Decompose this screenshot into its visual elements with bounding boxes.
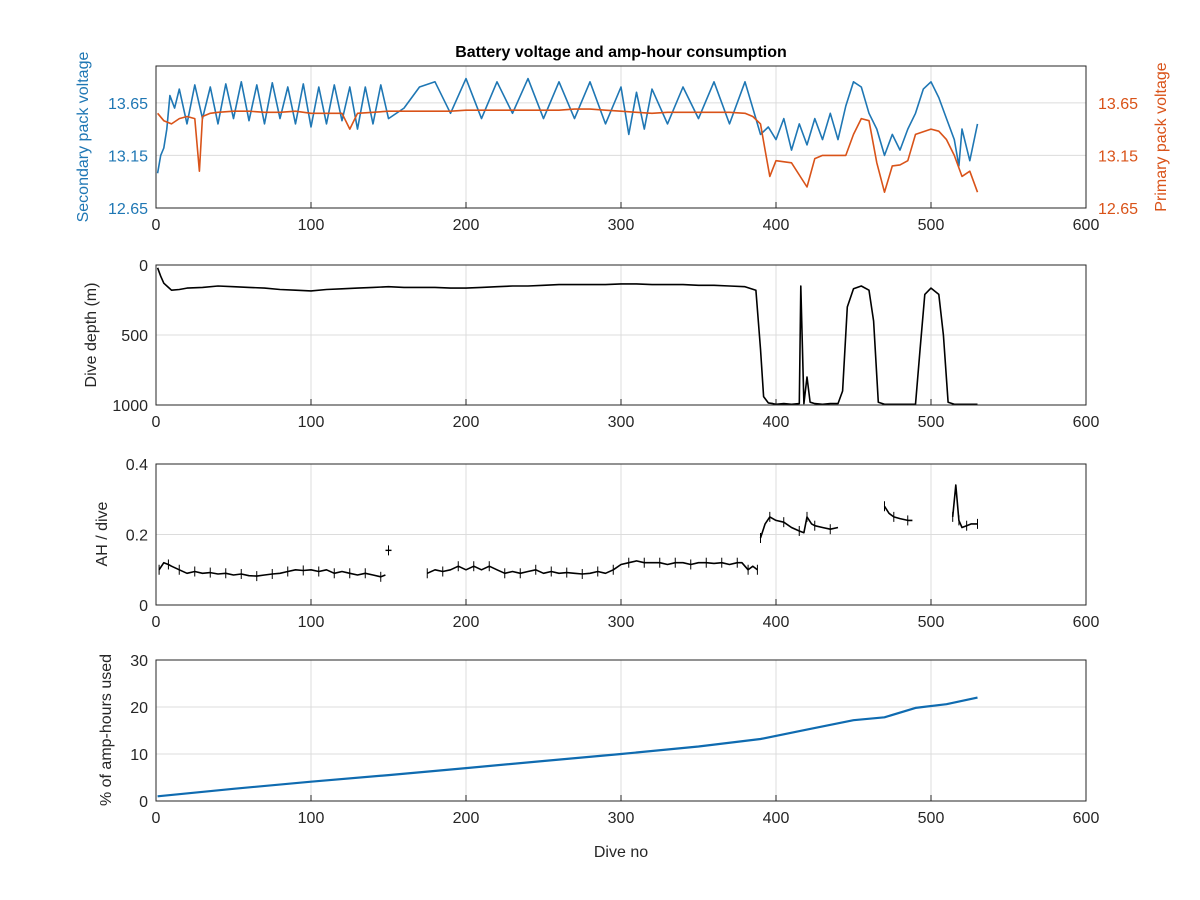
x-axis-label: Dive no — [594, 844, 648, 861]
x-tick-label: 0 — [152, 810, 161, 827]
ah-axis-label: AH / dive — [94, 501, 111, 566]
x-tick-label: 100 — [298, 810, 325, 827]
depth-axes-frame — [155, 264, 1087, 406]
y-tick-label: 0.2 — [126, 528, 148, 545]
y-tick-label: 0.4 — [126, 457, 148, 474]
dive-depth-line — [156, 267, 978, 406]
x-tick-label: 200 — [453, 810, 480, 827]
x-tick-label: 100 — [298, 217, 325, 234]
x-tick-label: 400 — [763, 217, 790, 234]
y-tick-label: 30 — [130, 653, 148, 670]
x-tick-label: 200 — [453, 614, 480, 631]
y-tick-label: 13.65 — [108, 96, 148, 113]
depth-axis-label: Dive depth (m) — [83, 283, 100, 388]
x-tick-label: 500 — [918, 414, 945, 431]
amp-hours-used-line — [157, 696, 978, 798]
ah-per-dive-series-segment — [426, 560, 758, 575]
x-tick-label: 200 — [453, 217, 480, 234]
x-tick-label: 400 — [763, 614, 790, 631]
x-tick-label: 500 — [918, 217, 945, 234]
x-tick-label: 300 — [608, 414, 635, 431]
x-tick-label: 500 — [918, 810, 945, 827]
x-tick-label: 300 — [608, 217, 635, 234]
primary-voltage-axis-label: Primary pack voltage — [1153, 62, 1170, 211]
x-tick-label: 400 — [763, 414, 790, 431]
x-tick-label: 100 — [298, 414, 325, 431]
depth-panel: Dive depth (m) 0 100 200 300 400 500 600 0 500 10… — [83, 258, 1099, 431]
usage-axis-label: % of amp-hours used — [98, 654, 115, 806]
usage-axes-frame — [155, 659, 1087, 802]
x-tick-label: 0 — [152, 614, 161, 631]
x-tick-label: 0 — [152, 217, 161, 234]
y2-tick-label: 12.65 — [1098, 201, 1138, 218]
y-tick-label: 10 — [130, 747, 148, 764]
voltage-panel: Secondary pack voltage Primary pack volt… — [75, 52, 1170, 234]
y-tick-label: 13.15 — [108, 148, 148, 165]
y-tick-label: 0 — [139, 258, 148, 275]
x-tick-label: 100 — [298, 614, 325, 631]
y-tick-label: 1000 — [112, 398, 148, 415]
x-tick-label: 600 — [1073, 217, 1100, 234]
voltage-axes-frame — [155, 65, 1087, 209]
figure-title: Battery voltage and amp-hour consumption — [455, 44, 787, 61]
x-tick-label: 300 — [608, 614, 635, 631]
primary-voltage-line — [156, 108, 979, 193]
x-tick-label: 600 — [1073, 614, 1100, 631]
y-tick-label: 0 — [139, 598, 148, 615]
ah-per-dive-series-segment — [951, 484, 978, 529]
ah-axes-frame — [155, 463, 1087, 606]
secondary-voltage-axis-label: Secondary pack voltage — [75, 52, 92, 223]
ah-per-dive-series-segment — [883, 505, 913, 522]
y2-tick-label: 13.65 — [1098, 96, 1138, 113]
y-tick-label: 500 — [121, 328, 148, 345]
x-tick-label: 0 — [152, 414, 161, 431]
ah-per-dive-series-segment — [759, 516, 839, 539]
usage-panel: % of amp-hours used Dive no 0 100 200 300 40… — [98, 653, 1099, 861]
ah-panel: AH / dive 0 100 200 300 400 500 600 0 0.2 0.4 — [94, 457, 1099, 631]
x-tick-label: 500 — [918, 614, 945, 631]
x-tick-label: 600 — [1073, 414, 1100, 431]
y-tick-label: 20 — [130, 700, 148, 717]
ah-per-dive-series-segment — [158, 561, 386, 578]
y-tick-label: 0 — [139, 794, 148, 811]
y-tick-label: 12.65 — [108, 201, 148, 218]
y2-tick-label: 13.15 — [1098, 148, 1138, 165]
x-tick-label: 300 — [608, 810, 635, 827]
x-tick-label: 200 — [453, 414, 480, 431]
secondary-voltage-line — [156, 77, 979, 174]
x-tick-label: 400 — [763, 810, 790, 827]
x-tick-label: 600 — [1073, 810, 1100, 827]
